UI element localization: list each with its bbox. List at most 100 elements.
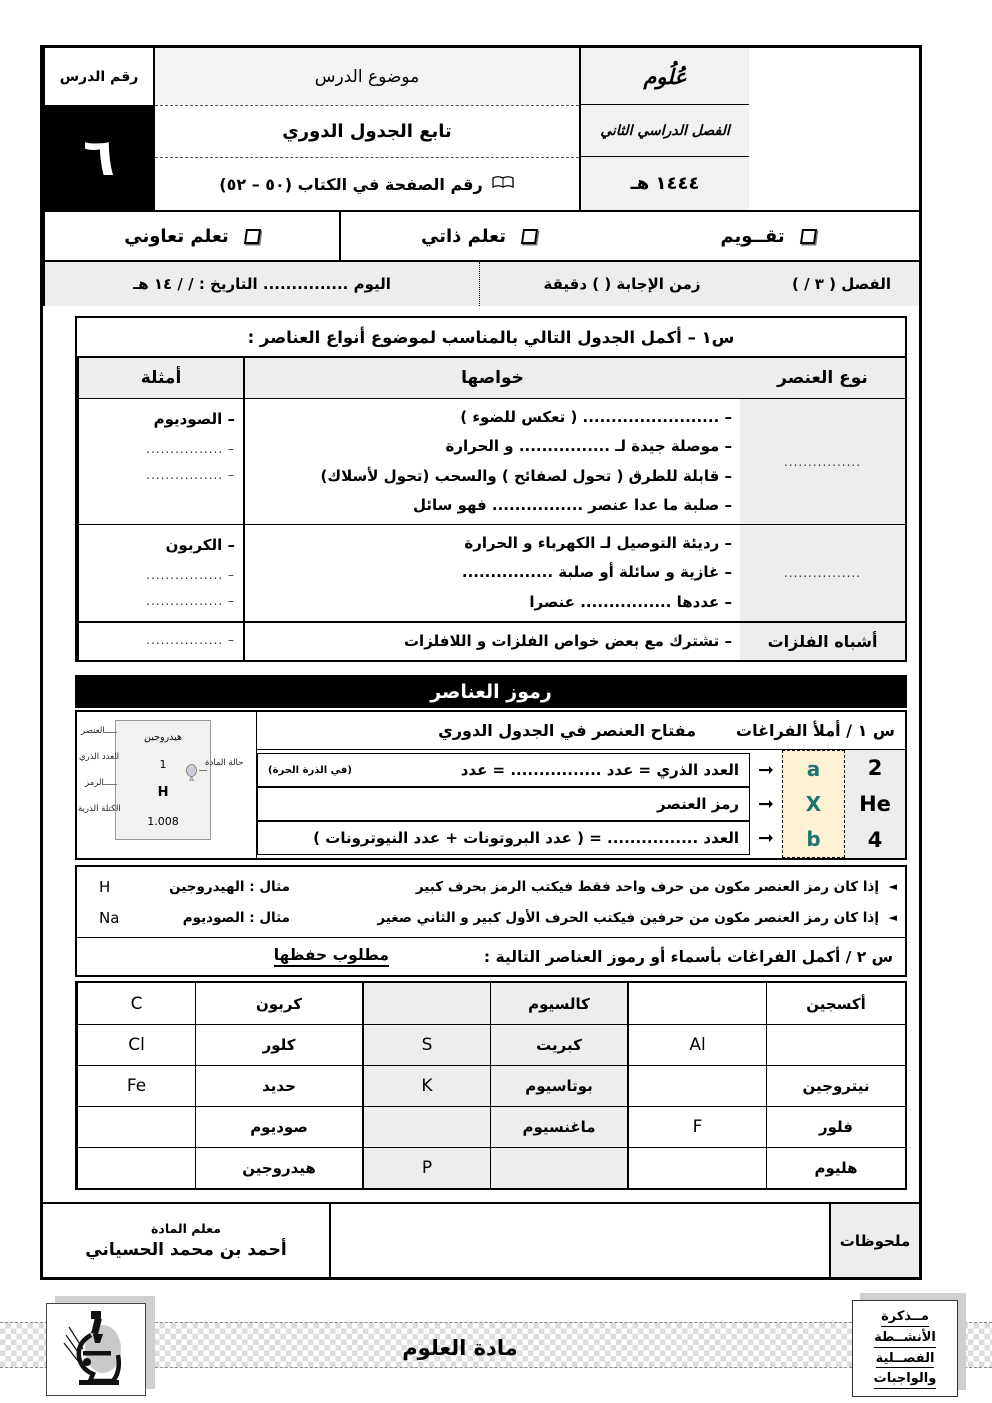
connector-line [103, 784, 117, 785]
section-banner: رموز العناصر [75, 675, 907, 708]
letter-b: b [806, 827, 821, 852]
rule-example-symbol: H [99, 877, 111, 896]
question2-row: س ٢ / أكمل الفراغات بأسماء أو رموز العنا… [77, 937, 905, 975]
example-symbol: He [859, 792, 891, 816]
element-type-metalloids: أشباه الفلزات [740, 620, 905, 660]
example-blank: – ................ [146, 594, 235, 609]
content-area: س١ – أكمل الجدول التالي بالمناسب لموضوع … [43, 306, 919, 1190]
mode-cooperative: تعلم تعاوني [43, 212, 339, 260]
cooperative-label: تعلم تعاوني [124, 225, 229, 247]
example-atomic-number: 2 [867, 756, 883, 780]
question1-table: نوع العنصر خواصها أمثلة ................… [77, 358, 905, 660]
key-row-atomic-number: ➞ العدد الذري = عدد ................ = ع… [257, 753, 782, 787]
col-header-properties: خواصها [243, 358, 740, 398]
learning-modes-row: تقــويم تعلم ذاتي تعلم تعاوني [43, 210, 919, 260]
property-line: – موصلة جيدة لـ ................ و الحرا… [445, 437, 733, 456]
element-name-cell [490, 1147, 627, 1188]
teacher-row: ملحوظات معلم المادة أحمد بن محمد الحسيان… [43, 1202, 919, 1277]
label-state: حالة المادة [205, 758, 244, 768]
letter-a: a [806, 756, 821, 781]
key-rows: ➞ العدد الذري = عدد ................ = ع… [257, 750, 782, 858]
day-date-field: اليوم ............... التاريخ : / / ١٤ ه… [43, 262, 479, 306]
key-row-small-note: (في الذرة الحرة) [268, 764, 352, 776]
rule-text: إذا كان رمز العنصر مكون من حرفين فيكتب ا… [377, 909, 879, 926]
element-symbol-cell [77, 1147, 195, 1188]
self-learning-checkbox[interactable] [520, 228, 539, 244]
element-symbol-cell: S [362, 1024, 490, 1065]
element-name-cell: هيدروجين [195, 1147, 362, 1188]
element-symbol-cell [362, 983, 490, 1024]
col-header-type: نوع العنصر [740, 358, 905, 398]
mode-self-learning: تعلم ذاتي [339, 212, 617, 260]
element-name-cell: صوديوم [195, 1106, 362, 1147]
element-symbol-cell [77, 1106, 195, 1147]
key-question-topic: مفتاح العنصر في الجدول الدوري [438, 721, 697, 740]
page-reference: رقم الصفحة في الكتاب (٥٠ – ٥٢) [155, 157, 579, 210]
booklet-line: الفصــلية [875, 1350, 935, 1369]
properties-list: – ........................ ( تعكس للضوء … [243, 398, 740, 524]
element-name-cell: أكسجين [766, 983, 905, 1024]
notes-empty-area [329, 1204, 829, 1277]
cooperative-checkbox[interactable] [243, 228, 261, 244]
example-blank: – ................ [146, 442, 235, 456]
element-key-diagram: هيدروجين 1 H 1.008 العنصر العدد الذري ال… [77, 712, 257, 858]
booklet-line: الأنشــطة [874, 1329, 936, 1348]
label-atomic-number: العدد الذري [79, 752, 120, 762]
topic-column: موضوع الدرس تابع الجدول الدوري رقم الصفح… [153, 48, 579, 210]
elements-table: أكسجين كالسيوم كربون C Al كبريت S كلور C… [75, 981, 907, 1190]
state-balloon-icon [185, 764, 198, 787]
element-name-cell: حديد [195, 1065, 362, 1106]
evaluation-checkbox[interactable] [799, 228, 817, 244]
element-name-cell: كالسيوم [490, 983, 627, 1024]
element-symbol-cell: C [77, 983, 195, 1024]
symbol-rules-box: ◄ إذا كان رمز العنصر مكون من حرف واحد فق… [75, 865, 907, 977]
subject-logo: عُلُوم [581, 48, 749, 105]
element-name-cell [766, 1024, 905, 1065]
element-symbol-cell [627, 983, 766, 1024]
class-field: الفصل ( ٣ / ) [792, 275, 891, 293]
element-symbol-cell [627, 1065, 766, 1106]
element-symbol-cell: Cl [77, 1024, 195, 1065]
element-name-cell: كلور [195, 1024, 362, 1065]
element-card-atomic-number: 1 [159, 757, 167, 771]
element-name-cell: نيتروجين [766, 1065, 905, 1106]
bullet-arrow-icon: ◄ [888, 880, 897, 893]
hijri-year: ١٤٤٤ هـ [581, 157, 749, 210]
examples-list: – ................ [77, 620, 243, 660]
element-name-cell: فلور [766, 1106, 905, 1147]
teacher-label: معلم المادة [151, 1221, 221, 1236]
q1-row-metalloids: أشباه الفلزات – تشترك مع بعض خواص الفلزا… [77, 620, 905, 660]
element-symbol-cell: F [627, 1106, 766, 1147]
key-row-symbol: ➞ رمز العنصر [257, 787, 782, 821]
lesson-number: ٦ [45, 105, 153, 210]
property-line: – رديئة التوصيل لـ الكهرباء و الحرارة [464, 534, 732, 552]
microscope-card [46, 1303, 146, 1396]
key-body: 2 He 4 a X b ➞ العدد الذري = عدد .... [257, 750, 905, 858]
rule-example: مثال : الهيدروجين [169, 878, 290, 895]
element-symbol-cell [362, 1106, 490, 1147]
q1-row-metals: ................ – .....................… [77, 398, 905, 524]
evaluation-label: تقــويم [720, 225, 785, 247]
example-blank: – ................ [146, 468, 235, 483]
rule-one-letter: ◄ إذا كان رمز العنصر مكون من حرف واحد فق… [77, 871, 905, 902]
label-element: العنصر [81, 726, 105, 736]
school-logo-cell [749, 48, 919, 210]
mode-evaluation: تقــويم [617, 212, 919, 260]
property-line: – ........................ ( تعكس للضوء … [460, 408, 732, 426]
rule-two-letters: ◄ إذا كان رمز العنصر مكون من حرفين فيكتب… [77, 902, 905, 933]
connector-line [109, 810, 117, 811]
footer-band [0, 1322, 992, 1368]
bullet-arrow-icon: ◄ [888, 911, 897, 924]
teacher-cell: معلم المادة أحمد بن محمد الحسياني [43, 1204, 329, 1277]
element-name-cell: كربون [195, 983, 362, 1024]
element-symbol-cell: K [362, 1065, 490, 1106]
worksheet-sheet: عُلُوم الفصل الدراسي الثاني ١٤٤٤ هـ موضو… [40, 45, 922, 1280]
element-card-mass: 1.008 [147, 814, 179, 828]
key-row-text: العدد الذري = عدد ................ = عدد [460, 761, 739, 779]
element-symbol-cell: P [362, 1147, 490, 1188]
property-line: – تشترك مع بعض خواص الفلزات و اللافلزات [403, 631, 732, 650]
header: عُلُوم الفصل الدراسي الثاني ١٤٤٤ هـ موضو… [43, 48, 919, 210]
connector-line [103, 732, 117, 733]
element-name-cell: ماغنسيوم [490, 1106, 627, 1147]
examples-list: – الصوديوم – ................ – ........… [77, 398, 243, 524]
